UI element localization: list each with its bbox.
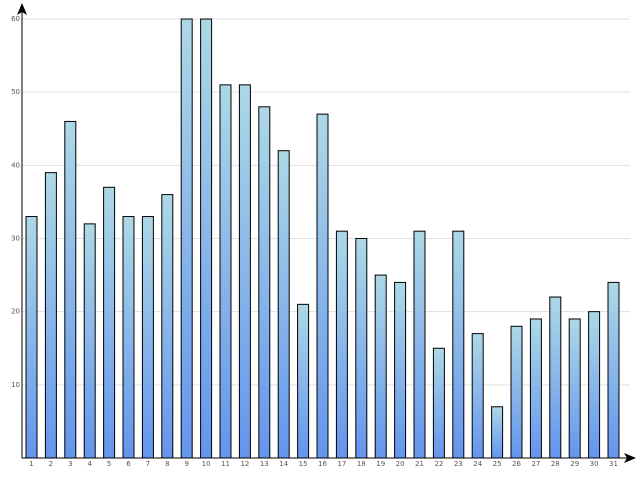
x-tick-label: 7 — [146, 460, 150, 468]
x-tick-label: 24 — [473, 460, 482, 468]
x-tick-label: 26 — [512, 460, 521, 468]
bar — [394, 281, 407, 459]
x-tick-label: 31 — [609, 460, 618, 468]
bar — [355, 238, 368, 459]
bar — [64, 120, 77, 459]
x-tick-label: 9 — [184, 460, 188, 468]
bar — [25, 216, 38, 459]
bar — [432, 347, 445, 459]
bar — [529, 318, 542, 459]
x-tick-label: 12 — [240, 460, 249, 468]
x-tick-label: 3 — [68, 460, 72, 468]
x-tick-label: 30 — [590, 460, 599, 468]
x-tick-label: 22 — [434, 460, 443, 468]
bar — [413, 230, 426, 459]
x-tick-label: 19 — [376, 460, 385, 468]
bar — [161, 194, 174, 459]
x-tick-labels: 1 2 3 4 5 6 7 8 9 10 11 12 13 14 15 16 17 18 19 20 21 22 23 24 2… — [29, 460, 618, 468]
y-tick-labels: 10 20 30 40 50 60 — [11, 15, 20, 389]
bar — [238, 84, 251, 459]
bar — [607, 281, 620, 459]
y-tick-label: 20 — [11, 308, 20, 316]
bar — [491, 406, 504, 459]
y-tick-label: 50 — [11, 88, 20, 96]
bar — [335, 230, 348, 459]
x-tick-label: 11 — [221, 460, 230, 468]
x-tick-label: 4 — [87, 460, 92, 468]
bar — [277, 150, 290, 459]
bar — [588, 311, 601, 459]
bar — [200, 18, 213, 459]
x-tick-label: 20 — [396, 460, 405, 468]
bar — [180, 18, 193, 459]
y-axis-arrow-icon — [17, 3, 27, 15]
bar — [258, 106, 271, 459]
x-tick-label: 18 — [357, 460, 366, 468]
x-tick-label: 15 — [299, 460, 308, 468]
bar — [568, 318, 581, 459]
bar — [44, 172, 57, 459]
bar — [122, 216, 135, 459]
x-tick-label: 21 — [415, 460, 424, 468]
bar — [219, 84, 232, 459]
bar — [316, 113, 329, 459]
bar — [141, 216, 154, 459]
bar — [452, 230, 465, 459]
x-tick-label: 29 — [570, 460, 579, 468]
bar — [103, 186, 116, 459]
x-tick-label: 25 — [493, 460, 502, 468]
x-tick-label: 27 — [531, 460, 540, 468]
x-tick-label: 28 — [551, 460, 560, 468]
x-tick-label: 17 — [337, 460, 346, 468]
x-tick-label: 10 — [202, 460, 211, 468]
x-tick-label: 16 — [318, 460, 327, 468]
bar — [471, 333, 484, 459]
y-tick-label: 10 — [11, 381, 20, 389]
bar — [374, 274, 387, 459]
y-tick-label: 60 — [11, 15, 20, 23]
bar — [83, 223, 96, 459]
bar — [297, 303, 310, 459]
x-tick-label: 6 — [126, 460, 131, 468]
y-tick-label: 40 — [11, 161, 20, 169]
y-tick-label: 30 — [11, 235, 20, 243]
x-tick-label: 13 — [260, 460, 269, 468]
x-tick-label: 23 — [454, 460, 463, 468]
bar — [510, 325, 523, 459]
axes — [17, 3, 636, 463]
bar — [549, 296, 562, 459]
x-tick-label: 14 — [279, 460, 288, 468]
x-tick-label: 2 — [49, 460, 53, 468]
x-tick-label: 1 — [29, 460, 33, 468]
x-tick-label: 5 — [107, 460, 111, 468]
x-axis-arrow-icon — [624, 453, 636, 463]
x-tick-label: 8 — [165, 460, 169, 468]
